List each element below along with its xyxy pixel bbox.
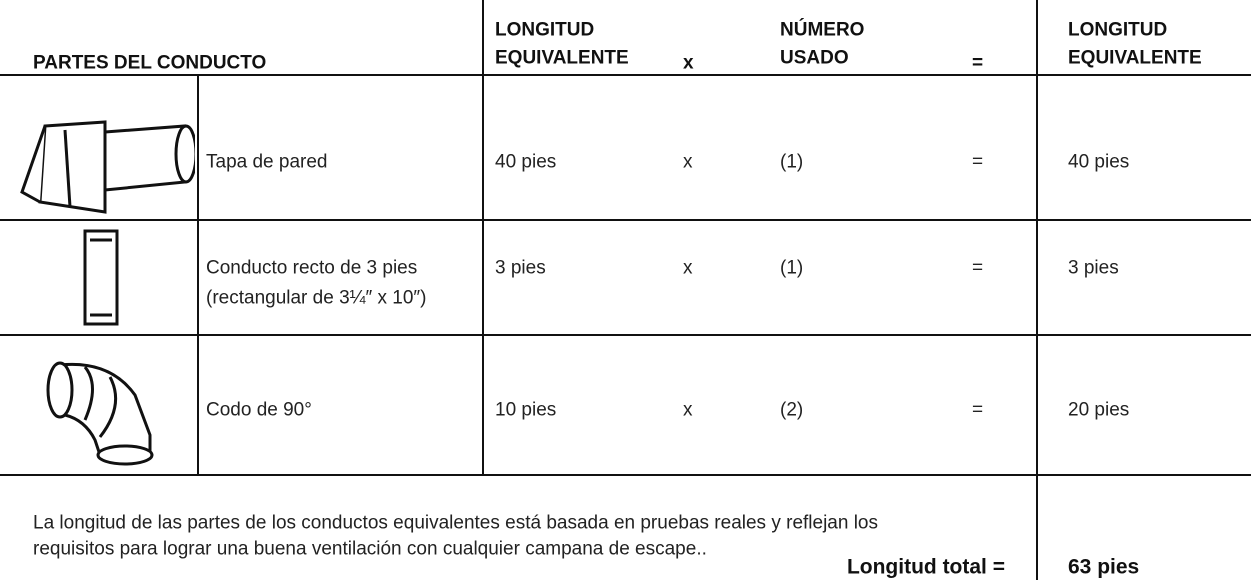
rule [0, 74, 1251, 76]
column-header: PARTES DEL CONDUCTO [33, 52, 267, 74]
total: 3 pies [1068, 257, 1119, 279]
rule [0, 219, 1251, 221]
footnote: La longitud de las partes de los conduct… [33, 512, 878, 534]
column-header: LONGITUD [1068, 19, 1168, 41]
length: 3 pies [495, 257, 546, 279]
total-label: Longitud total = [846, 555, 1005, 579]
elbow-icon [46, 361, 154, 466]
length: 40 pies [495, 151, 557, 173]
length: 10 pies [495, 399, 557, 421]
part-description: (rectangular de 3¼″ x 10″) [206, 287, 427, 309]
total-value: 63 pies [1068, 555, 1140, 579]
times: x [683, 399, 693, 421]
part-description: Tapa de pared [206, 151, 328, 173]
straight-duct-icon [83, 229, 119, 326]
total: 20 pies [1068, 399, 1130, 421]
part-description: Conducto recto de 3 pies [206, 257, 418, 279]
times: x [683, 151, 693, 173]
column-header: EQUIVALENTE [1068, 47, 1202, 69]
column-header: EQUIVALENTE [495, 47, 629, 69]
column-header: = [972, 52, 984, 74]
footnote: requisitos para lograr una buena ventila… [33, 538, 707, 560]
equals: = [972, 257, 984, 279]
column-header: USADO [780, 47, 849, 69]
rule [0, 334, 1251, 336]
count: (2) [780, 399, 804, 421]
equals: = [972, 399, 984, 421]
rule [482, 0, 484, 475]
rule [0, 474, 1251, 476]
total: 40 pies [1068, 151, 1130, 173]
wall-cap-icon [20, 120, 195, 214]
equals: = [972, 151, 984, 173]
count: (1) [780, 151, 804, 173]
column-header: NÚMERO [780, 19, 865, 41]
rule [1036, 0, 1038, 580]
part-description: Codo de 90° [206, 399, 312, 421]
column-header: LONGITUD [495, 19, 595, 41]
rule [197, 75, 199, 475]
times: x [683, 257, 693, 279]
count: (1) [780, 257, 804, 279]
column-header: x [683, 52, 694, 74]
